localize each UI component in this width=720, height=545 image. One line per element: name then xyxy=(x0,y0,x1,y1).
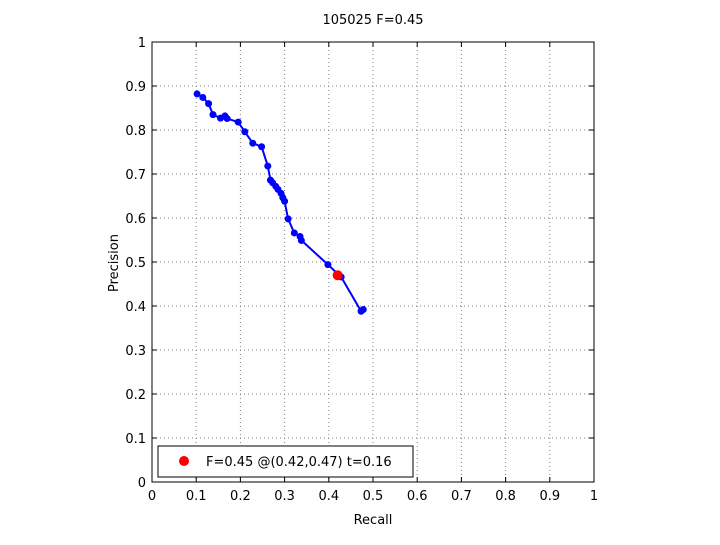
data-point xyxy=(297,236,305,244)
y-tick-label: 0.9 xyxy=(125,80,146,95)
x-tick-label: 0.9 xyxy=(539,489,560,504)
y-tick-label: 0.6 xyxy=(125,212,146,227)
y-tick-label: 0.8 xyxy=(125,124,146,139)
data-point xyxy=(209,111,217,119)
x-tick-label: 0.2 xyxy=(230,489,251,504)
best-f-point xyxy=(332,270,343,281)
data-point xyxy=(258,143,266,151)
x-tick-label: 0.1 xyxy=(186,489,207,504)
legend-marker xyxy=(179,456,189,466)
data-point xyxy=(324,261,332,269)
x-tick-label: 0.5 xyxy=(363,489,384,504)
x-ticks: 0 0.1 0.2 0.3 0.4 0.5 0.6 0.7 0.8 0.9 1 xyxy=(148,42,598,504)
y-tick-label: 0.1 xyxy=(125,432,146,447)
y-axis-label: Precision xyxy=(107,234,122,292)
y-tick-label: 0 xyxy=(138,476,146,491)
series-layer xyxy=(193,90,367,315)
data-point xyxy=(249,139,257,147)
data-point xyxy=(193,90,201,98)
legend: F=0.45 @(0.42,0.47) t=0.16 xyxy=(157,445,414,478)
data-point xyxy=(234,118,242,126)
x-tick-label: 0.3 xyxy=(274,489,295,504)
x-tick-label: 0.7 xyxy=(451,489,472,504)
x-tick-label: 0.8 xyxy=(495,489,516,504)
data-point xyxy=(223,115,231,123)
data-point xyxy=(359,306,367,314)
legend-label: F=0.45 @(0.42,0.47) t=0.16 xyxy=(206,455,392,470)
x-tick-label: 0.6 xyxy=(407,489,428,504)
data-point xyxy=(205,100,213,108)
y-tick-label: 0.2 xyxy=(125,388,146,403)
y-tick-label: 0.5 xyxy=(125,256,146,271)
data-point xyxy=(199,93,207,101)
data-point xyxy=(281,197,289,205)
data-point xyxy=(284,215,292,223)
data-point xyxy=(264,162,272,170)
y-tick-label: 0.4 xyxy=(125,300,146,315)
x-tick-label: 0.4 xyxy=(318,489,339,504)
x-tick-label: 0 xyxy=(148,489,156,504)
y-tick-label: 0.3 xyxy=(125,344,146,359)
y-ticks: 0 0.1 0.2 0.3 0.4 0.5 0.6 0.7 0.8 0.9 1 xyxy=(125,36,594,491)
chart-title: 105025 F=0.45 xyxy=(322,13,423,28)
legend-box xyxy=(157,445,414,478)
x-tick-label: 1 xyxy=(590,489,598,504)
x-axis-label: Recall xyxy=(354,513,393,528)
y-tick-label: 1 xyxy=(138,36,146,51)
data-point xyxy=(241,128,249,136)
y-tick-label: 0.7 xyxy=(125,168,146,183)
data-point xyxy=(290,229,298,237)
